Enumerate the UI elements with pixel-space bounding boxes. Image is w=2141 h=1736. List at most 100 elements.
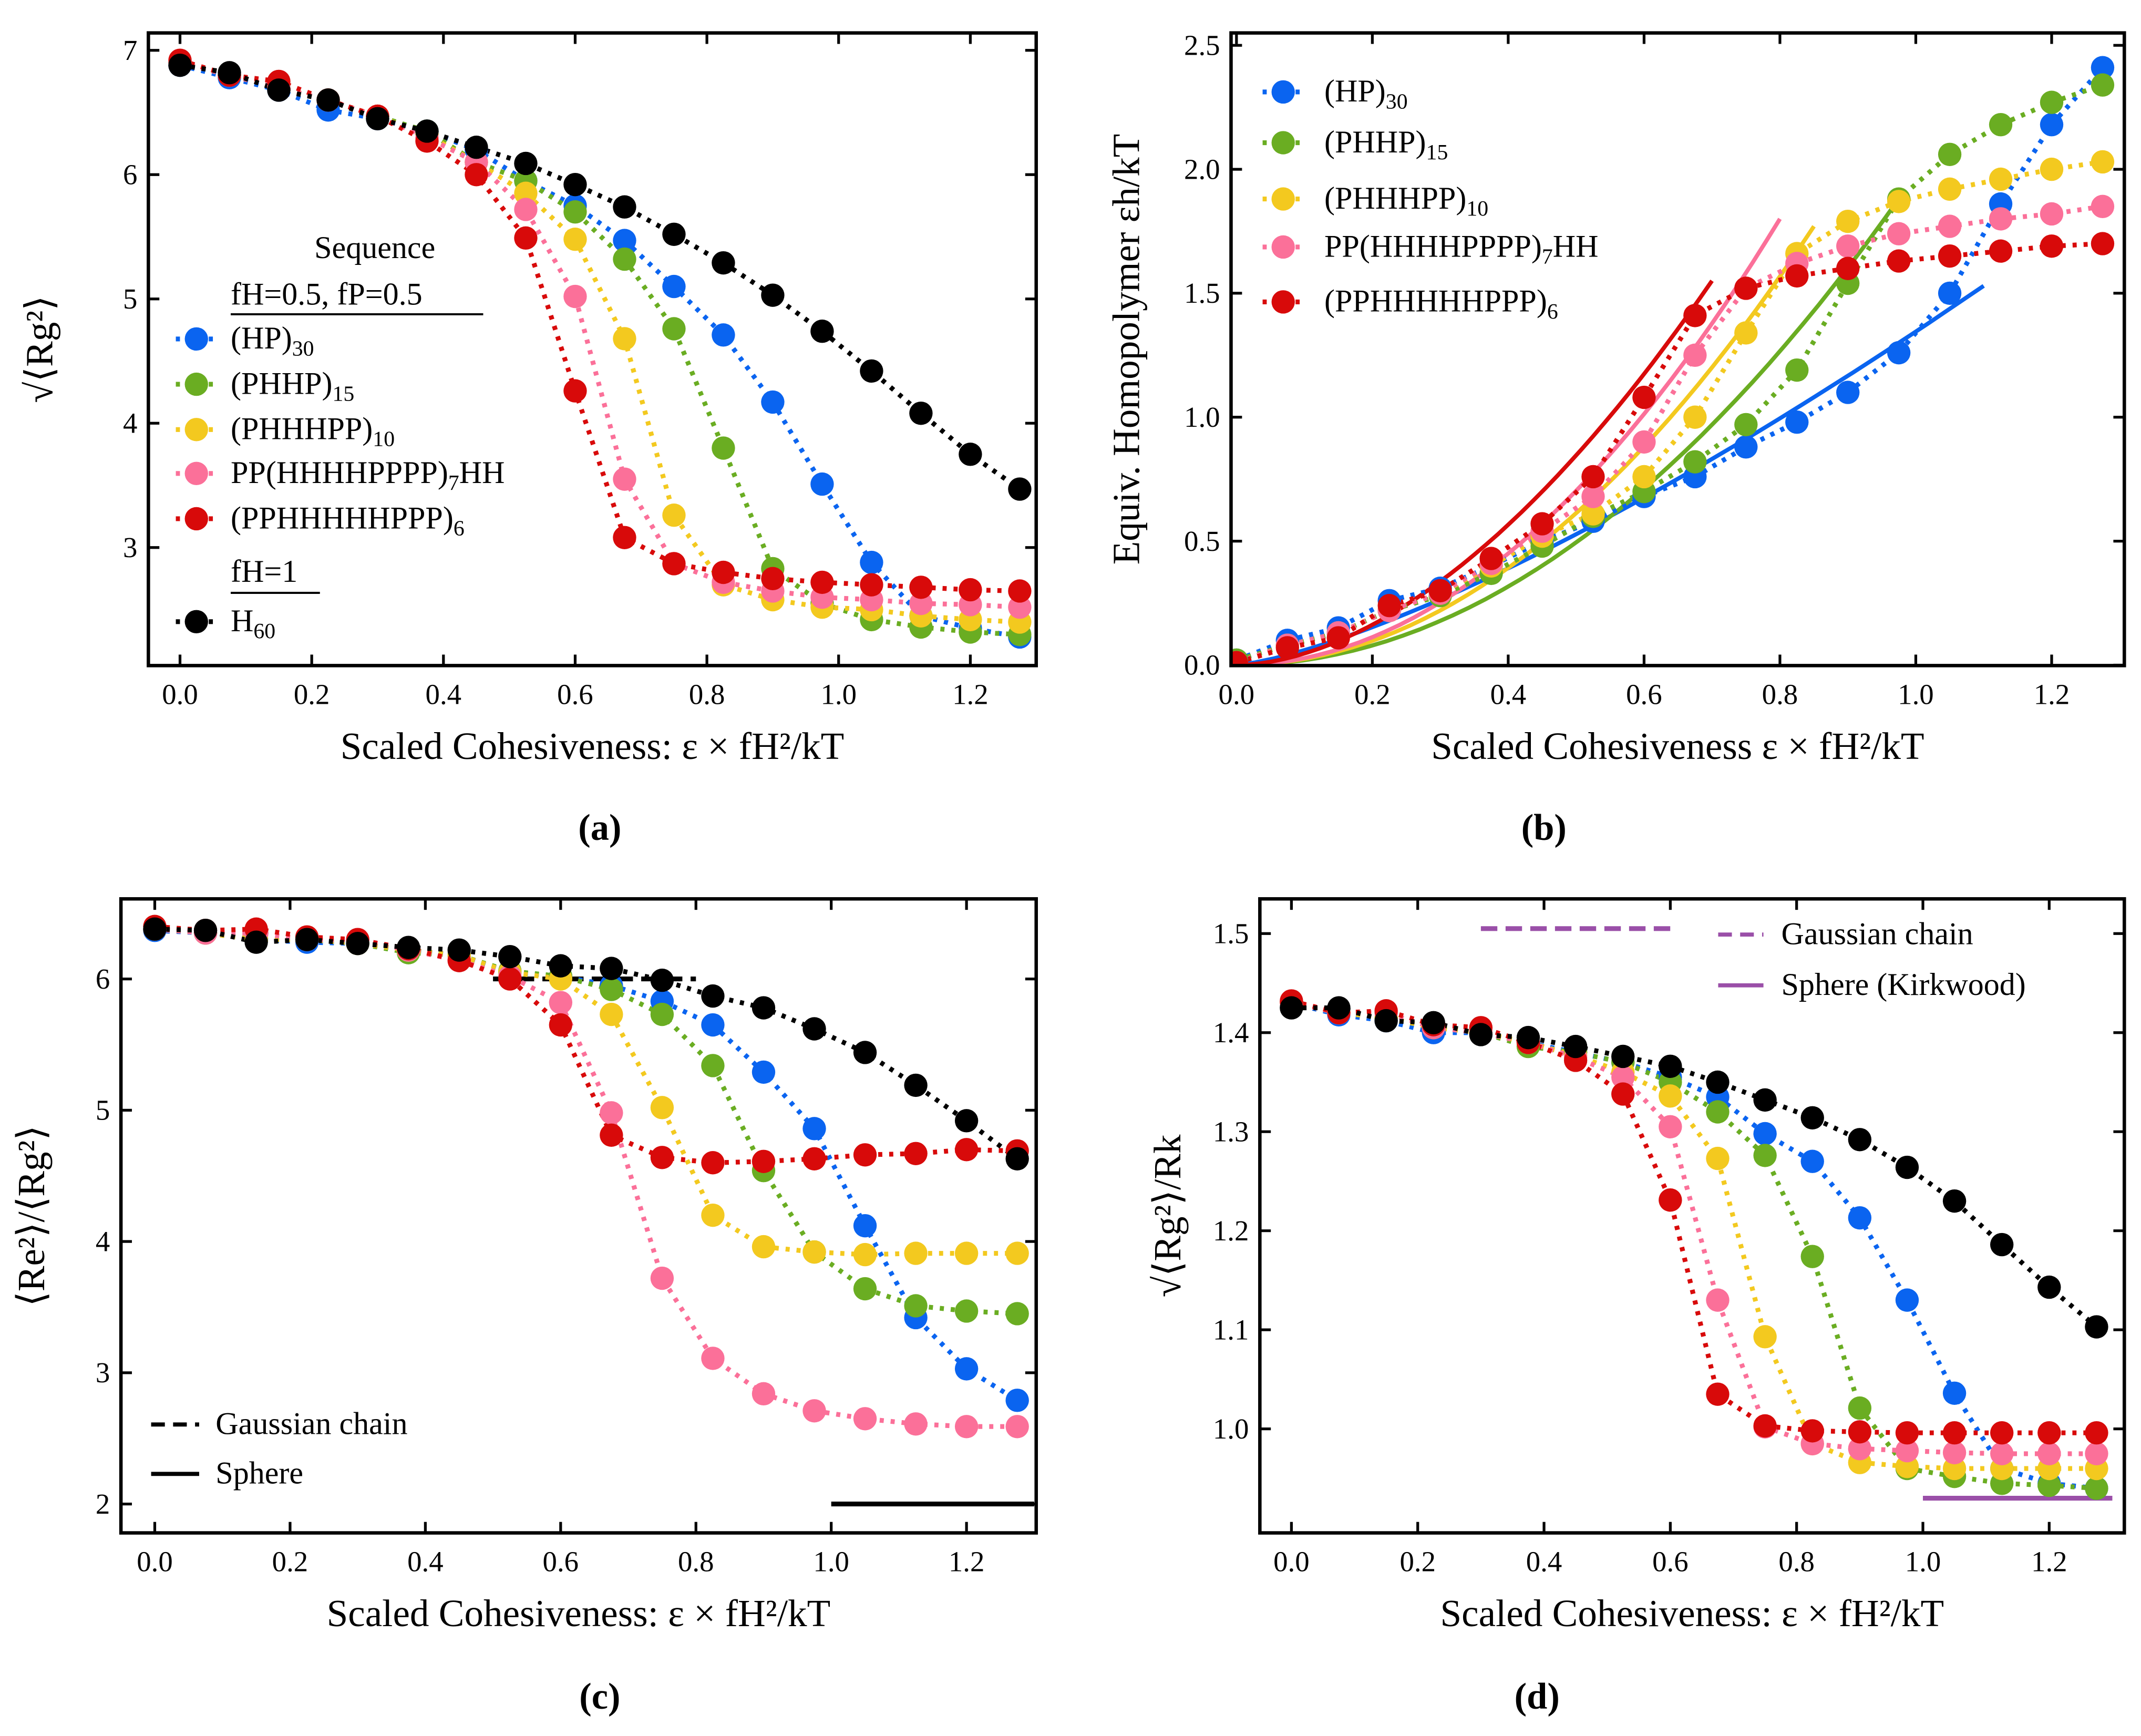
y-axis-label: ⟨Re²⟩/⟨Rg²⟩ [10, 1125, 53, 1307]
label-text: HH [459, 455, 505, 490]
data-point-phhhpp10 [1632, 465, 1656, 489]
legend-entry-phhhpp10: (PHHHPP)10 [1324, 180, 1488, 221]
label-subscript: 30 [292, 336, 314, 361]
data-point-pphhhhhppp6 [1428, 579, 1452, 603]
data-point-phhp15 [1706, 1100, 1730, 1124]
data-point-pp7hh [1611, 1065, 1635, 1089]
legend-group-heading: fH=0.5, fP=0.5 [231, 276, 423, 312]
panel-c: 0.0 0.2 0.4 0.6 0.8 1.0 1.2 2 3 4 5 6 Scaled Cohesiv… [10, 897, 1038, 1717]
panel-caption: (d) [1515, 1676, 1560, 1717]
data-point-pphhhhhppp6 [1008, 579, 1032, 603]
data-point-pphhhhhppp6 [1377, 594, 1401, 618]
label-text: PP(HHHHPPPP) [1324, 228, 1542, 263]
data-point-h60 [1469, 1023, 1493, 1046]
data-point-pp7hh [802, 1399, 826, 1423]
data-point-hp30 [1887, 341, 1911, 365]
legend-entry: Gaussian chain [1782, 916, 1973, 951]
legend: Gaussian chain Sphere [151, 1406, 407, 1491]
data-point-pphhhhhppp6 [1848, 1420, 1872, 1444]
legend-marker-icon [1271, 290, 1295, 314]
legend-marker-icon [184, 372, 208, 396]
label-text: (HP) [1324, 73, 1386, 108]
legend-entry: Sphere (Kirkwood) [1782, 967, 2026, 1002]
data-point-phhp15 [650, 1002, 674, 1026]
label-text: PP(HHHHPPPP) [231, 455, 448, 490]
data-point-pphhhhhppp6 [1231, 651, 1249, 666]
data-point-pp7hh [1581, 485, 1605, 508]
y-tick-label: 1.4 [1213, 1016, 1249, 1049]
x-tick-label: 1.2 [2031, 1546, 2067, 1578]
series-line-pphhhhhppp6 [155, 924, 1017, 1165]
data-point-h60 [712, 251, 735, 275]
data-point-pphhhhhppp6 [904, 1142, 928, 1165]
y-tick-label: 1.1 [1213, 1313, 1249, 1345]
axes-frame [119, 897, 1038, 1535]
x-tick-label: 0.0 [1219, 678, 1255, 710]
data-point-phhhpp10 [1734, 321, 1758, 345]
data-point-pphhhhhppp6 [662, 552, 686, 576]
data-point-pp7hh [752, 1382, 776, 1406]
data-point-phhhpp10 [2091, 150, 2115, 174]
data-point-hp30 [1734, 435, 1758, 459]
data-point-hp30 [662, 274, 686, 299]
data-point-phhhpp10 [1836, 209, 1860, 233]
legend-marker-icon [1271, 80, 1295, 104]
series-line-pp7hh [155, 927, 1017, 1429]
data-point-phhp15 [1800, 1245, 1824, 1268]
label-text: (HP) [231, 320, 292, 355]
x-tick-label: 0.0 [1273, 1546, 1310, 1578]
data-point-pp7hh [1836, 234, 1860, 258]
data-point-h60 [244, 930, 268, 954]
data-point-pphhhhhppp6 [1659, 1188, 1682, 1212]
x-tick-label: 0.4 [1490, 678, 1527, 710]
y-tick-label: 2.5 [1184, 29, 1220, 61]
data-point-pp7hh [1848, 1437, 1872, 1461]
fit-curve-pphhhhhppp6 [1236, 279, 1714, 666]
data-point-phhp15 [1938, 142, 1962, 166]
data-point-h60 [1990, 1232, 2014, 1257]
data-point-phhhpp10 [563, 228, 587, 251]
data-point-h60 [1611, 1044, 1635, 1069]
y-tick-label: 1.3 [1213, 1115, 1249, 1147]
data-point-h60 [1800, 1106, 1824, 1129]
data-point-phhhpp10 [1989, 167, 2013, 191]
data-point-pphhhhhppp6 [1753, 1414, 1777, 1438]
data-point-pphhhhhppp6 [549, 1013, 573, 1037]
data-point-h60 [904, 1073, 928, 1097]
data-point-pp7hh [650, 1266, 674, 1290]
y-axis-label: √⟨Rg²⟩/Rk [1146, 1134, 1189, 1297]
data-point-phhhpp10 [1753, 1325, 1777, 1349]
y-axis-label: √⟨Rg²⟩ [18, 295, 61, 403]
data-point-hp30 [954, 1357, 979, 1381]
data-point-pphhhhhppp6 [1275, 636, 1299, 660]
axes-frame [1229, 31, 2126, 667]
data-point-h60 [366, 107, 389, 131]
data-point-h60 [1422, 1011, 1445, 1035]
y-tick-label: 6 [123, 159, 137, 191]
data-point-pphhhhhppp6 [1632, 385, 1656, 409]
data-point-hp30 [752, 1060, 776, 1084]
data-point-phhp15 [1848, 1396, 1872, 1420]
data-point-h60 [1848, 1128, 1872, 1152]
legend-group-heading: fH=1 [231, 553, 297, 589]
data-point-pphhhhhppp6 [1942, 1421, 1967, 1445]
data-point-h60 [909, 402, 933, 425]
data-point-h60 [752, 996, 776, 1020]
data-point-phhhpp10 [954, 1241, 979, 1265]
series-line-phhp15 [1236, 83, 2104, 663]
label-subscript: 6 [454, 516, 465, 540]
legend-marker-icon [1271, 131, 1295, 155]
legend-entry-hp30: (HP)30 [1324, 73, 1408, 114]
data-point-hp30 [853, 1214, 877, 1238]
data-point-pphhhhhppp6 [1836, 256, 1860, 280]
data-point-h60 [662, 222, 686, 246]
data-point-pphhhhhppp6 [959, 578, 982, 602]
axes-frame [1258, 897, 2126, 1535]
data-point-h60 [650, 968, 674, 992]
data-point-h60 [853, 1041, 877, 1064]
data-point-h60 [2085, 1315, 2108, 1339]
label-subscript: 7 [448, 471, 459, 495]
data-point-pphhhhhppp6 [752, 1149, 776, 1173]
data-point-pphhhhhppp6 [650, 1146, 674, 1169]
data-point-h60 [563, 172, 587, 197]
